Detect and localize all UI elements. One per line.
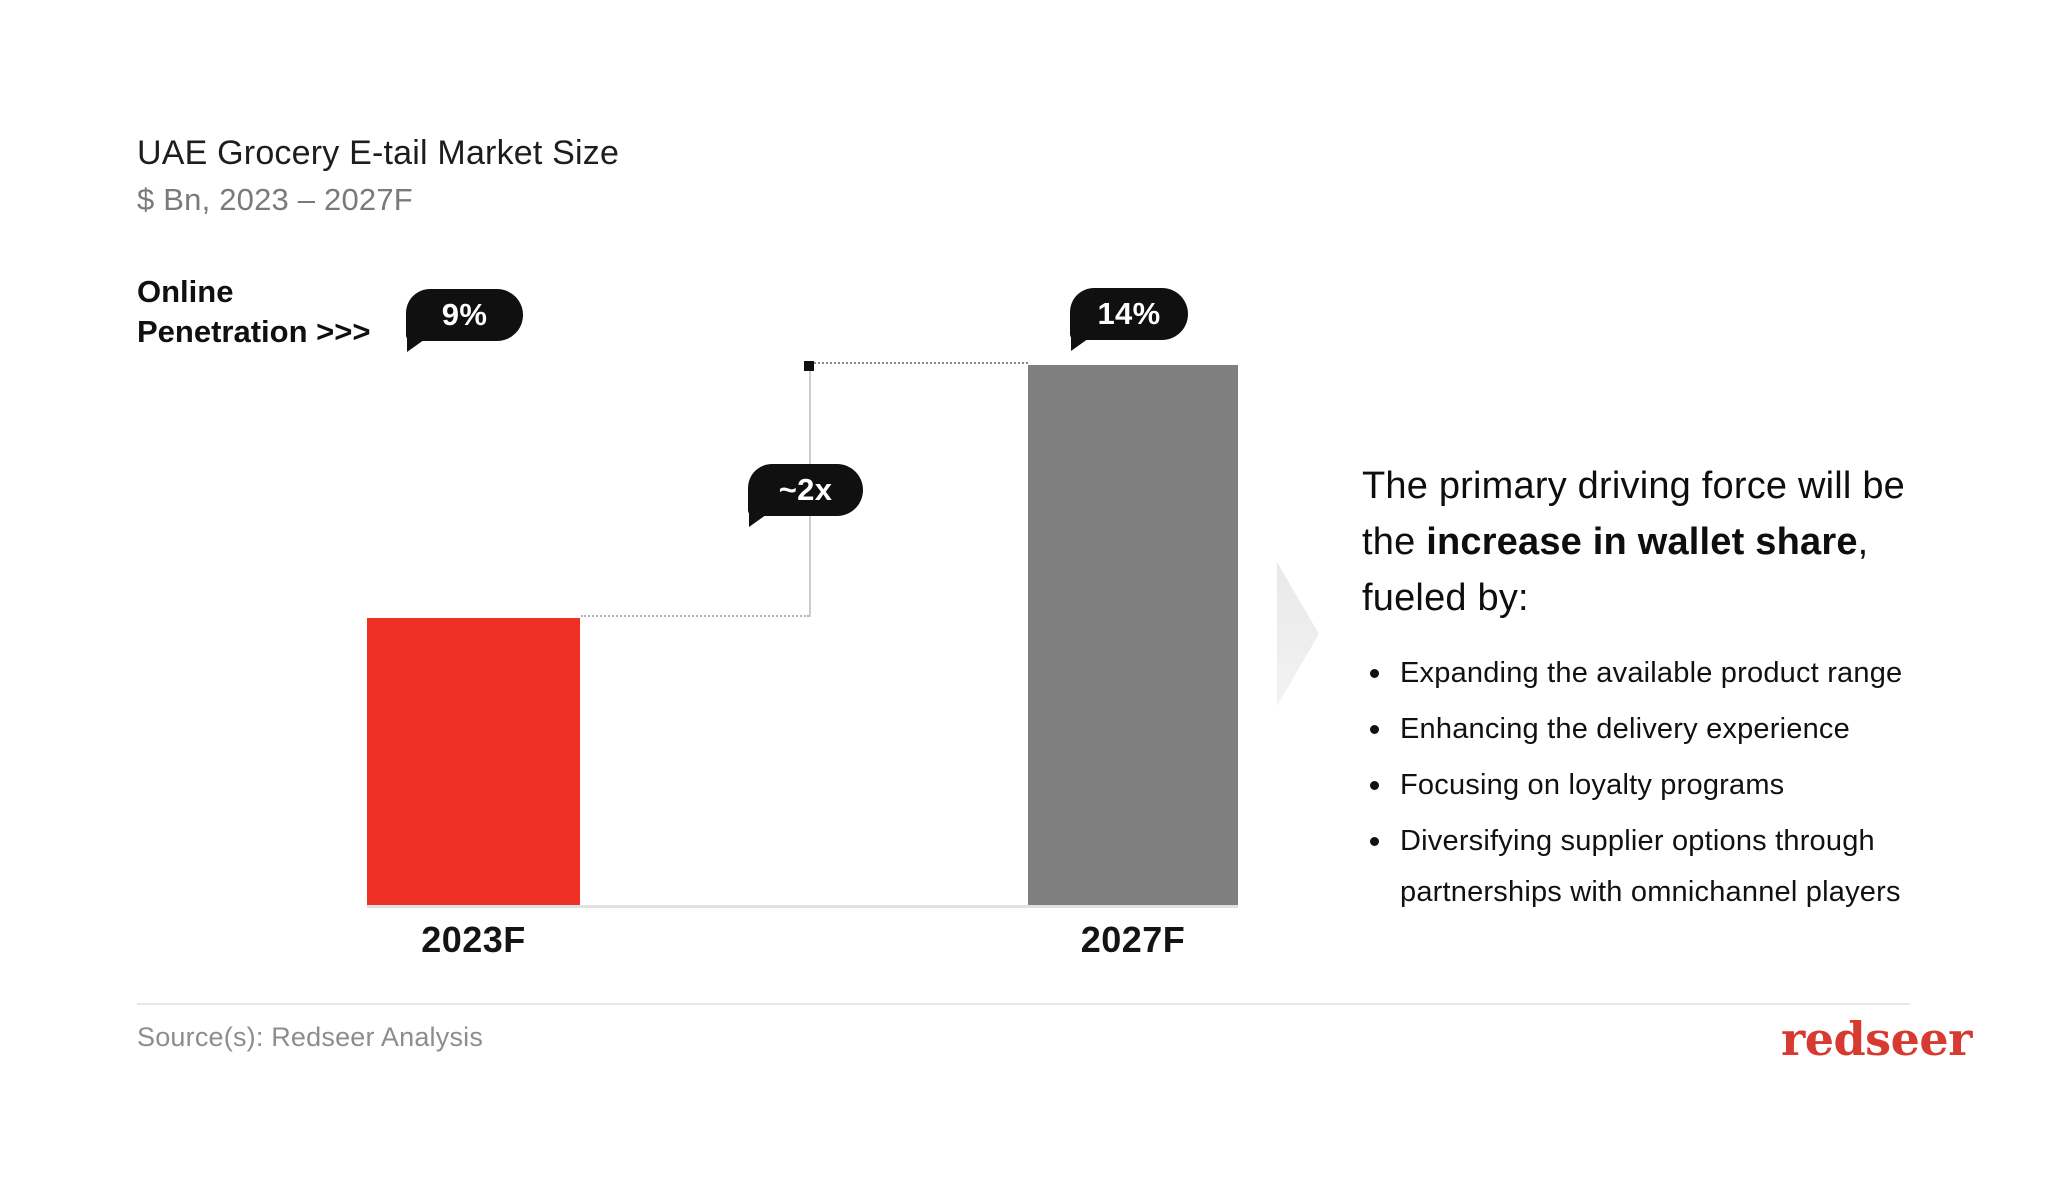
bullet-item: Enhancing the delivery experience xyxy=(1362,704,1918,755)
x-label-2027f: 2027F xyxy=(1080,919,1186,960)
dotted-connector-low xyxy=(581,615,809,617)
dotted-connector-high xyxy=(811,362,1028,364)
penetration-badge-2023-value: 9% xyxy=(441,297,488,332)
penetration-badge-2023: 9% xyxy=(406,289,523,341)
growth-badge: ~2x xyxy=(748,464,863,516)
penetration-badge-2027-value: 14% xyxy=(1097,296,1161,331)
bullet-item: Focusing on loyalty programs xyxy=(1362,760,1918,811)
insight-bullet-list: Expanding the available product range En… xyxy=(1362,648,1918,918)
source-note: Source(s): Redseer Analysis xyxy=(137,1022,484,1052)
footer-divider xyxy=(137,1003,1910,1005)
bar-2027f xyxy=(1028,365,1238,905)
online-penetration-label-line2: Penetration >>> xyxy=(137,314,371,349)
redseer-logo: redseer xyxy=(1781,1012,1972,1066)
bullet-item: Diversifying supplier options through pa… xyxy=(1362,816,1918,918)
page-title: UAE Grocery E-tail Market Size xyxy=(137,134,620,172)
growth-badge-value: ~2x xyxy=(778,472,833,507)
connector-junction-dot xyxy=(804,361,814,371)
bullet-item: Expanding the available product range xyxy=(1362,648,1918,699)
insight-heading-pre: The primary driving force will be the xyxy=(1362,465,1905,563)
insight-heading: The primary driving force will be the in… xyxy=(1362,458,1918,626)
online-penetration-label-line1: Online xyxy=(137,274,234,309)
x-label-2023f: 2023F xyxy=(421,919,526,960)
online-penetration-label: Online Penetration >>> xyxy=(137,272,370,352)
header: UAE Grocery E-tail Market Size $ Bn, 202… xyxy=(137,134,619,218)
right-arrow-icon xyxy=(1277,562,1319,706)
page-subtitle: $ Bn, 2023 – 2027F xyxy=(137,182,413,217)
x-axis-baseline xyxy=(367,905,1238,908)
penetration-badge-2027: 14% xyxy=(1070,288,1188,340)
bar-2023f xyxy=(367,618,580,905)
insight-heading-post: , fueled by: xyxy=(1362,521,1869,619)
insight-heading-bold: increase in wallet share xyxy=(1426,521,1858,563)
insight-panel: The primary driving force will be the in… xyxy=(1362,458,1918,923)
